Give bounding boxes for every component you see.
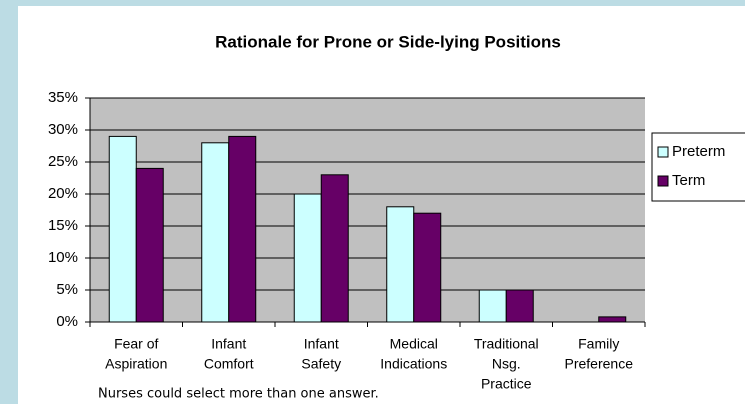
bar <box>293 193 322 323</box>
bar <box>108 135 137 323</box>
x-tick-label: Fear of <box>114 336 158 352</box>
legend-label: Preterm <box>672 143 725 160</box>
y-tick-label: 25% <box>48 153 78 170</box>
x-tick-label: Practice <box>481 376 532 392</box>
x-tick-label: Indications <box>380 356 447 372</box>
x-tick-label: Preference <box>565 356 634 372</box>
bar <box>505 289 534 323</box>
note: Nurses could select more than one answer… <box>98 387 379 402</box>
x-tick-label: Safety <box>301 356 341 372</box>
y-tick-label: 10% <box>48 249 78 266</box>
y-tick-label: 15% <box>48 217 78 234</box>
x-tick-label: Comfort <box>204 356 254 372</box>
bar <box>478 289 507 323</box>
bar <box>598 316 627 323</box>
x-tick-label: Aspiration <box>105 356 167 372</box>
chart-title: Rationale for Prone or Side-lying Positi… <box>215 32 561 51</box>
bar <box>228 135 257 323</box>
y-tick-label: 20% <box>48 185 78 202</box>
legend-label: Term <box>672 172 705 189</box>
y-tick-label: 0% <box>56 313 78 330</box>
x-tick-label: Infant <box>211 336 246 352</box>
bar <box>201 142 230 323</box>
bar <box>320 174 349 323</box>
y-tick-label: 35% <box>48 89 78 106</box>
legend-swatch <box>657 146 669 158</box>
x-tick-label: Nsg. <box>492 356 521 372</box>
x-tick-label: Infant <box>304 336 339 352</box>
legend <box>651 132 745 202</box>
y-tick-label: 30% <box>48 121 78 138</box>
x-tick-label: Traditional <box>474 336 539 352</box>
y-tick-label: 5% <box>56 281 78 298</box>
bar <box>135 167 164 323</box>
x-tick-label: Medical <box>390 336 438 352</box>
legend-swatch <box>657 175 669 187</box>
x-tick-label: Family <box>578 336 619 352</box>
bar <box>386 206 415 323</box>
bar <box>413 212 442 323</box>
plot-area <box>90 98 645 322</box>
